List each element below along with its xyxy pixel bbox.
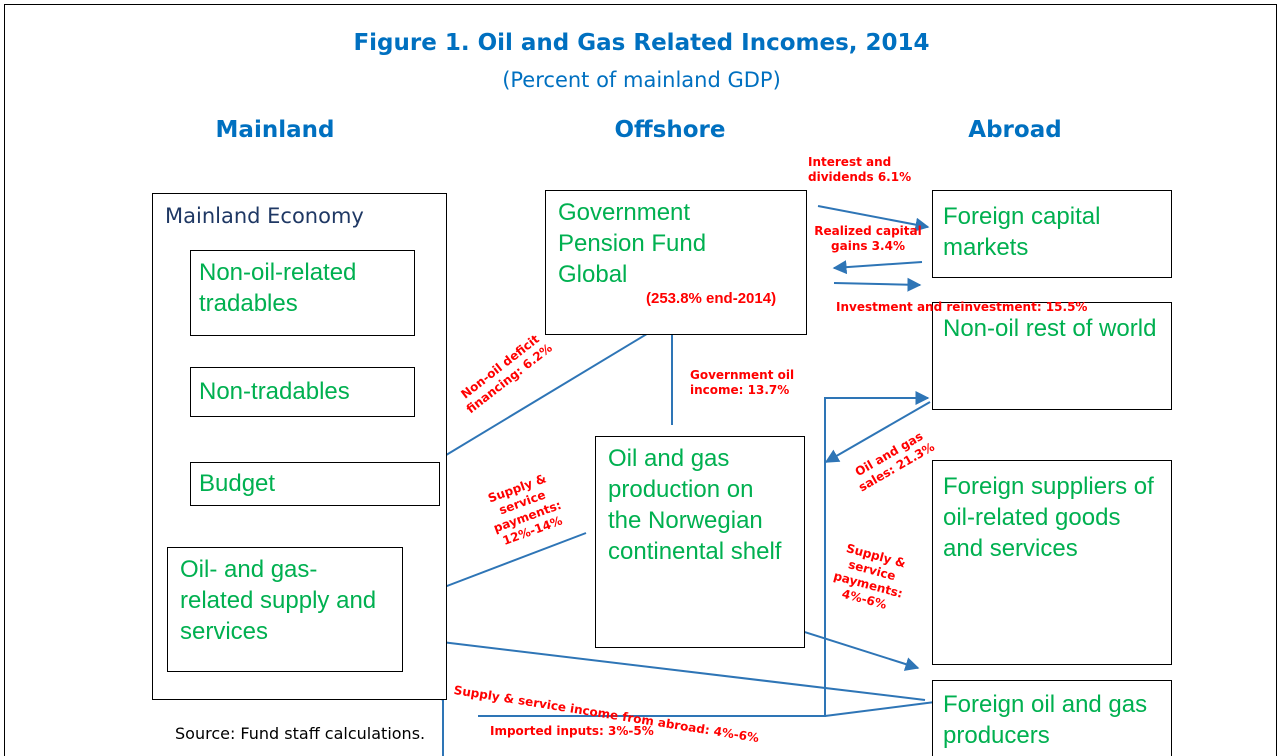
production-box: Oil and gas production on the Norwegian …: [595, 436, 805, 648]
mainland-economy-label: Mainland Economy: [165, 204, 364, 228]
frame: [4, 4, 1277, 756]
sector-box: Non-tradables: [190, 367, 415, 417]
source: Source: Fund staff calculations.: [175, 724, 426, 743]
sector-box: Budget: [190, 462, 440, 506]
flow-label: Imported inputs: 3%-5%: [490, 724, 654, 738]
flow-label: Investment and reinvestment: 15.5%: [836, 300, 1088, 314]
sector-box: Non-oil-related tradables: [190, 250, 415, 336]
arrow: [824, 701, 936, 717]
abroad-box: Foreign capital markets: [932, 190, 1172, 278]
pension-fund-box: Government Pension Fund Global (253.8% e…: [545, 190, 807, 335]
sector-box: Oil- and gas-related supply and services: [167, 547, 403, 672]
subtitle: (Percent of mainland GDP): [502, 68, 781, 92]
abroad-box: Foreign suppliers of oil-related goods a…: [932, 460, 1172, 665]
pension-fund-label: Government Pension Fund Global: [558, 199, 707, 288]
flow-label: Realized capital gains 3.4%: [814, 224, 922, 253]
abroad-label: Foreign capital markets: [943, 203, 1101, 261]
column-header: Abroad: [968, 117, 1062, 143]
abroad-box: Non-oil rest of world: [932, 302, 1172, 410]
title: Figure 1. Oil and Gas Related Incomes, 2…: [353, 30, 930, 56]
sector: Non-oil-related tradables: [199, 259, 357, 317]
sector: Non-tradables: [199, 378, 350, 405]
arrow: [824, 401, 931, 463]
abroad-label: Non-oil rest of world: [943, 315, 1157, 342]
column-header: Mainland: [215, 117, 335, 143]
arrow: [478, 391, 930, 717]
arrow: [832, 260, 923, 275]
flow-label: Government oil income: 13.7%: [690, 368, 795, 397]
production-label: Oil and gas production on the Norwegian …: [608, 445, 782, 565]
column-header: Offshore: [614, 117, 726, 143]
arrow: [416, 319, 671, 473]
sector: Budget: [199, 470, 276, 497]
sector: Oil- and gas-related supply and services: [180, 556, 377, 645]
arrow: [817, 205, 930, 232]
arrow: [423, 634, 926, 701]
arrow: [833, 277, 922, 292]
abroad-label: Foreign suppliers of oil-related goods a…: [943, 473, 1154, 562]
abroad-box: Foreign oil and gas producers: [932, 680, 1172, 756]
flow-label: Interest and dividends 6.1%: [808, 155, 912, 184]
pension-fund-note: (253.8% end-2014): [646, 290, 777, 307]
abroad-label: Foreign oil and gas producers: [943, 691, 1148, 749]
